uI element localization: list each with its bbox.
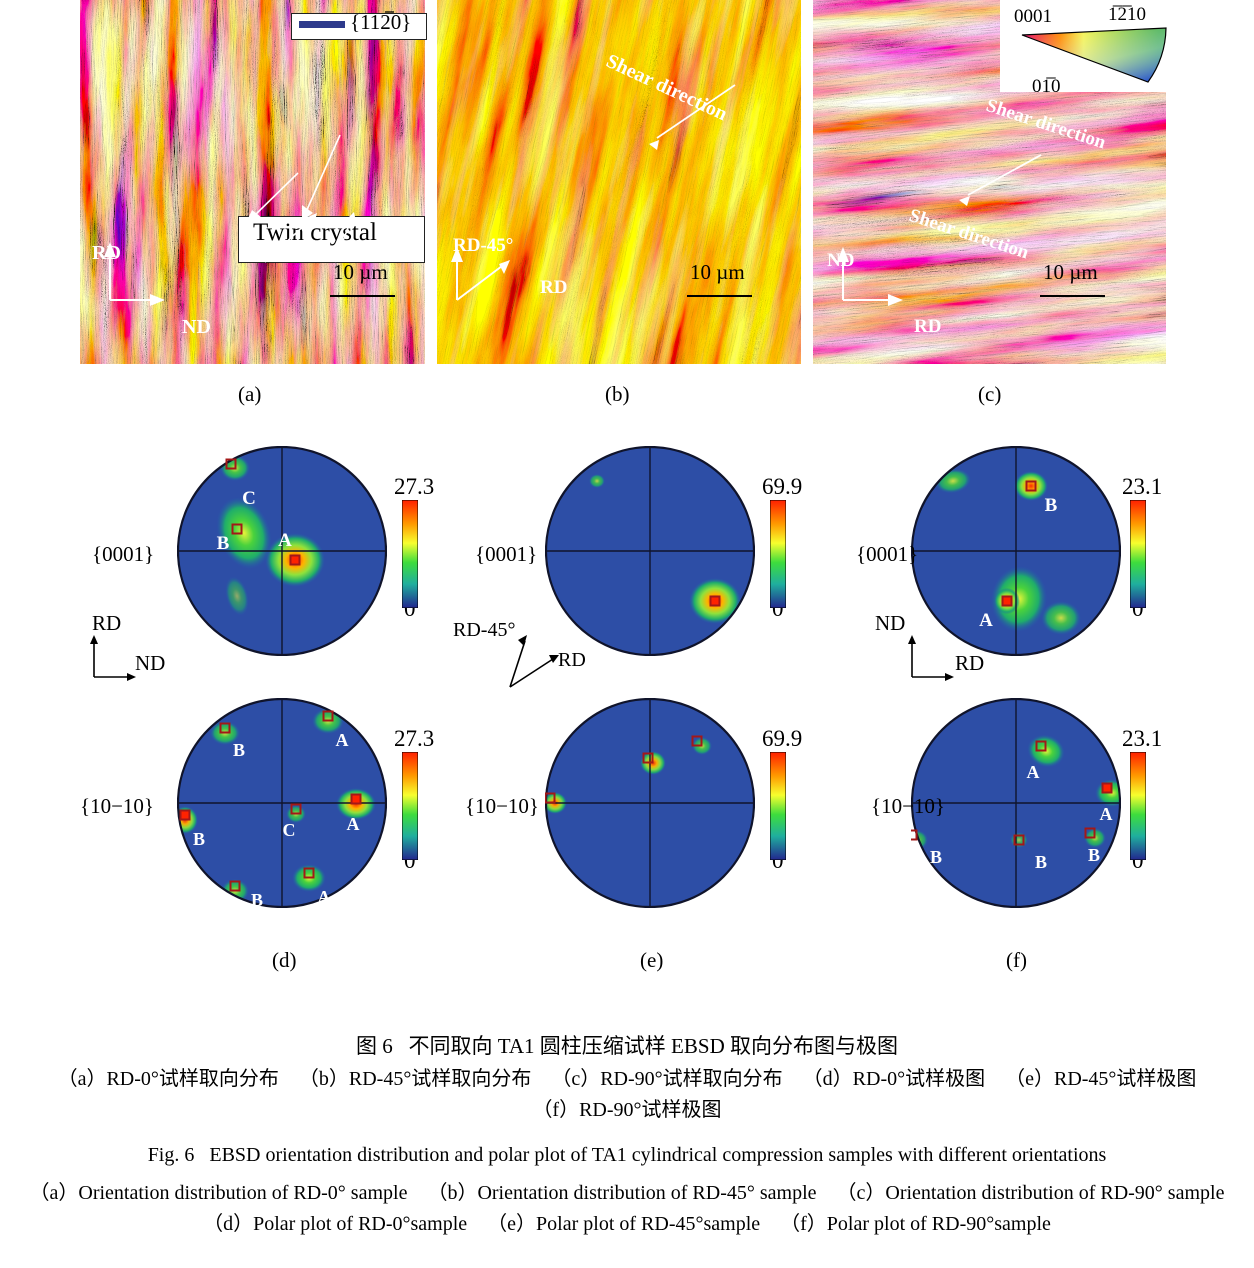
svg-text:A: A (1100, 804, 1113, 824)
svg-text:B: B (1035, 852, 1047, 872)
svg-text:A: A (336, 730, 349, 750)
svg-text:B: B (1088, 845, 1100, 865)
svg-text:A: A (278, 530, 292, 551)
svg-text:A: A (1027, 762, 1040, 782)
svg-text:B: B (930, 847, 942, 867)
svg-text:B: B (1045, 495, 1058, 516)
svg-text:B: B (251, 890, 263, 908)
svg-text:B: B (217, 533, 230, 554)
svg-text:B: B (193, 829, 205, 849)
svg-text:B: B (233, 740, 245, 760)
svg-text:A: A (318, 887, 331, 907)
svg-text:01̅0: 01̅0 (1032, 76, 1061, 95)
svg-text:1̅2̅10: 1̅2̅10 (1108, 4, 1146, 25)
svg-text:C: C (242, 488, 256, 509)
svg-text:C: C (283, 820, 296, 840)
svg-text:A: A (347, 814, 360, 834)
svg-text:0001: 0001 (1014, 6, 1052, 27)
svg-text:A: A (979, 610, 993, 631)
